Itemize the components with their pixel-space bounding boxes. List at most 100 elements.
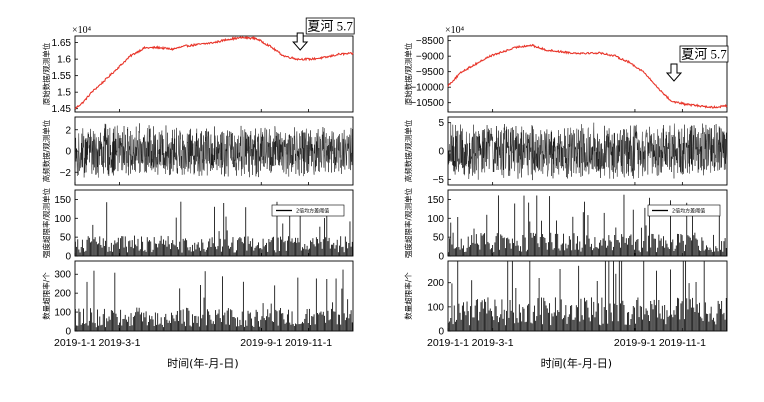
- bar: [271, 237, 273, 256]
- bar: [552, 249, 554, 256]
- bar: [210, 247, 212, 256]
- bar: [261, 249, 263, 256]
- bar: [560, 244, 562, 256]
- bar: [683, 319, 685, 331]
- bar: [636, 239, 638, 256]
- bar: [689, 237, 691, 256]
- bar: [147, 322, 149, 331]
- bar: [501, 235, 503, 256]
- bar: [620, 303, 621, 331]
- bar: [180, 310, 182, 331]
- bar: [500, 234, 502, 256]
- bar: [270, 240, 272, 256]
- bar: [333, 311, 335, 331]
- bar: [252, 238, 254, 256]
- bar: [451, 283, 453, 331]
- bar: [640, 227, 642, 256]
- earthquake-arrow-icon: [292, 32, 309, 51]
- bar: [721, 301, 723, 331]
- bar: [450, 222, 452, 256]
- bar: [297, 277, 299, 331]
- bar: [75, 241, 76, 256]
- bar: [634, 307, 635, 331]
- bar: [663, 236, 664, 256]
- bar: [711, 251, 713, 256]
- bar: [653, 299, 655, 331]
- bar: [596, 247, 598, 256]
- bar: [614, 235, 616, 256]
- bar: [216, 314, 218, 331]
- bar: [509, 300, 511, 331]
- bar: [489, 249, 491, 256]
- bar: [299, 324, 301, 331]
- bar: [203, 249, 205, 256]
- bar: [195, 315, 197, 331]
- bar: [112, 251, 113, 256]
- bar: [609, 240, 611, 256]
- bar: [541, 297, 542, 331]
- bar: [107, 251, 109, 256]
- bar: [85, 250, 87, 256]
- bar: [652, 234, 654, 256]
- bar: [343, 313, 345, 331]
- bar: [318, 314, 320, 331]
- bar: [568, 236, 570, 256]
- bar: [651, 233, 653, 256]
- bar: [223, 203, 225, 256]
- bar: [640, 306, 642, 331]
- bar: [176, 311, 178, 331]
- bar: [621, 261, 623, 331]
- y-axis-label: 数量超限率/个: [41, 272, 51, 320]
- bar: [303, 323, 305, 331]
- bar: [514, 323, 516, 331]
- bar: [570, 239, 571, 256]
- bar: [283, 242, 285, 256]
- bar: [187, 247, 189, 256]
- bar: [166, 319, 168, 331]
- bar: [629, 324, 631, 331]
- bar: [470, 245, 471, 256]
- bar: [604, 261, 606, 331]
- bar: [620, 247, 621, 256]
- x-tick-label: 2019-11-1: [659, 337, 706, 349]
- bar: [592, 314, 594, 331]
- bar: [204, 271, 206, 331]
- bar: [310, 325, 312, 331]
- bar: [577, 307, 578, 331]
- bar: [292, 324, 294, 331]
- bar: [215, 246, 217, 256]
- bar: [178, 249, 179, 256]
- bar: [680, 303, 682, 331]
- bar: [92, 224, 94, 256]
- bar: [164, 244, 166, 256]
- bar: [601, 297, 603, 331]
- bar: [615, 273, 617, 331]
- bar: [176, 247, 178, 256]
- bar: [223, 315, 225, 331]
- bar: [707, 247, 709, 256]
- bar: [306, 309, 308, 331]
- bar: [673, 251, 675, 256]
- bar: [536, 316, 538, 331]
- bar: [534, 305, 535, 331]
- bar: [537, 298, 539, 331]
- bar: [100, 325, 102, 331]
- x-axis-label: 时间(年-月-日): [167, 356, 239, 370]
- bar: [240, 238, 242, 256]
- bar: [285, 322, 287, 331]
- bar: [151, 316, 153, 331]
- bar: [724, 238, 726, 256]
- bar: [119, 248, 120, 256]
- bar: [332, 244, 334, 256]
- bar: [522, 235, 524, 256]
- y-tick-label: 0: [438, 147, 444, 158]
- bar: [210, 319, 212, 331]
- bar: [183, 240, 185, 256]
- bar: [677, 297, 678, 331]
- bar: [666, 310, 668, 331]
- bar: [597, 248, 599, 256]
- bar: [664, 305, 666, 331]
- bar: [269, 242, 271, 256]
- bar: [322, 311, 324, 331]
